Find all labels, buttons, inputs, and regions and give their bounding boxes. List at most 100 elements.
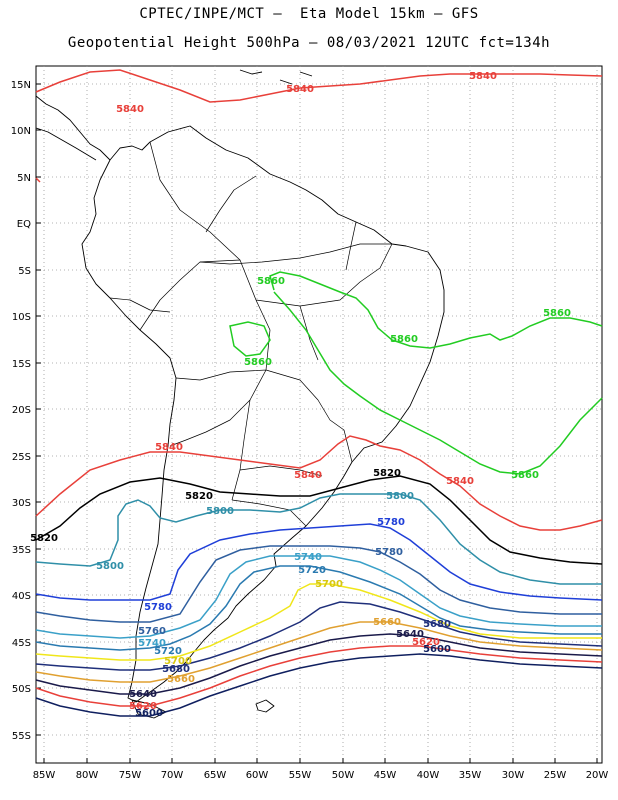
contour-labels: 5840 5840 5840 5860 5860 5860 5860 5860 …: [30, 71, 571, 719]
chart-title-line1: CPTEC/INPE/MCT – Eta Model 15km – GFS: [139, 6, 479, 22]
contour-label: 5840: [294, 470, 322, 481]
lon-label: 60W: [246, 770, 269, 781]
lon-label: 20W: [586, 770, 609, 781]
lat-label: 15S: [12, 359, 31, 370]
contour-5860-main: [269, 271, 603, 349]
lon-label: 35W: [459, 770, 482, 781]
contour-label: 5780: [144, 602, 172, 613]
contour-5740: [35, 555, 602, 639]
contour-label: 5740: [294, 552, 322, 563]
lat-label: 15N: [11, 80, 31, 91]
lat-label: 50S: [12, 684, 31, 695]
central-america-pacific: [35, 127, 97, 161]
coastlines: [35, 69, 445, 719]
contour-label: 5860: [390, 334, 418, 345]
border-lines: [109, 141, 393, 527]
lat-label: 5N: [17, 173, 31, 184]
contour-label: 5840: [155, 442, 183, 453]
lat-label: 35S: [12, 545, 31, 556]
contour-label: 5820: [373, 468, 401, 479]
lon-label: 40W: [417, 770, 440, 781]
contour-label: 5640: [396, 629, 424, 640]
contour-label: 5760: [138, 626, 166, 637]
tierra-del-fuego: [131, 699, 167, 719]
contour-label: 5840: [469, 71, 497, 82]
lat-label: EQ: [17, 219, 31, 230]
lat-label: 40S: [12, 591, 31, 602]
contour-label: 5800: [386, 491, 414, 502]
contour-label: 5820: [185, 491, 213, 502]
lat-label: 30S: [12, 498, 31, 509]
lon-label: 30W: [502, 770, 525, 781]
contour-label: 5860: [543, 308, 571, 319]
central-america-coast: [35, 95, 111, 161]
contour-label: 5780: [377, 517, 405, 528]
lat-label: 10N: [11, 126, 31, 137]
lat-label: 10S: [12, 312, 31, 323]
amazon-river: [199, 243, 392, 265]
contour-5780: [35, 523, 603, 601]
contour-5840-west-stub: [35, 177, 41, 183]
lon-label: 70W: [161, 770, 184, 781]
contour-5860-south: [273, 291, 603, 475]
contour-label: 5620: [412, 637, 440, 648]
caribbean-islands: [239, 69, 313, 85]
contour-label: 5660: [167, 674, 195, 685]
lon-label: 50W: [332, 770, 355, 781]
contour-5680: [35, 601, 603, 671]
contour-5840-south: [35, 435, 603, 531]
lon-label: 80W: [76, 770, 99, 781]
contour-5660: [35, 621, 603, 683]
contour-label: 5780: [375, 547, 403, 558]
lon-label: 65W: [204, 770, 227, 781]
south-america-coast: [81, 125, 445, 703]
lat-label: 5S: [18, 266, 31, 277]
lon-label: 55W: [289, 770, 312, 781]
lat-label: 25S: [12, 452, 31, 463]
falkland-islands: [255, 699, 275, 713]
contour-label: 5600: [423, 644, 451, 655]
contour-label: 5800: [206, 506, 234, 517]
lat-tick-labels: 15N 10N 5N EQ 5S 10S 15S 20S 25S 30S 35S…: [11, 80, 31, 742]
contour-5720: [35, 565, 602, 651]
contour-label: 5820: [30, 533, 58, 544]
lon-tick-labels: 85W 80W 75W 70W 65W 60W 55W 50W 45W 40W …: [33, 770, 609, 781]
contour-lines: [35, 69, 603, 717]
lon-label: 25W: [544, 770, 567, 781]
chart-title-line2: Geopotential Height 500hPa – 08/03/2021 …: [67, 35, 551, 51]
contour-5760: [35, 545, 602, 623]
contour-5800-west: [35, 493, 602, 585]
contour-label: 5860: [511, 470, 539, 481]
lon-label: 85W: [33, 770, 56, 781]
contour-label: 5640: [129, 689, 157, 700]
contour-label: 5860: [257, 276, 285, 287]
lon-label: 75W: [119, 770, 142, 781]
contour-5860-closed: [229, 321, 271, 357]
contour-label: 5720: [154, 646, 182, 657]
contour-label: 5600: [135, 708, 163, 719]
contour-label: 5740: [138, 638, 166, 649]
contour-5700: [35, 583, 602, 661]
contour-label: 5720: [298, 565, 326, 576]
contour-label: 5700: [315, 579, 343, 590]
contour-label: 5860: [244, 357, 272, 368]
lat-label: 45S: [12, 638, 31, 649]
contour-label: 5840: [286, 84, 314, 95]
lon-label: 45W: [374, 770, 397, 781]
contour-5640: [35, 633, 603, 695]
contour-5840-north: [35, 69, 603, 103]
contour-label: 5660: [373, 617, 401, 628]
contour-5620: [35, 645, 603, 707]
contour-label: 5840: [116, 104, 144, 115]
contour-5820: [35, 475, 603, 565]
contour-label: 5800: [96, 561, 124, 572]
contour-label: 5840: [446, 476, 474, 487]
lat-label: 20S: [12, 405, 31, 416]
contour-label: 5620: [129, 701, 157, 712]
contour-5600: [35, 653, 603, 717]
contour-label: 5700: [164, 656, 192, 667]
contour-label: 5680: [162, 664, 190, 675]
contour-label: 5680: [423, 619, 451, 630]
lat-label: 55S: [12, 731, 31, 742]
